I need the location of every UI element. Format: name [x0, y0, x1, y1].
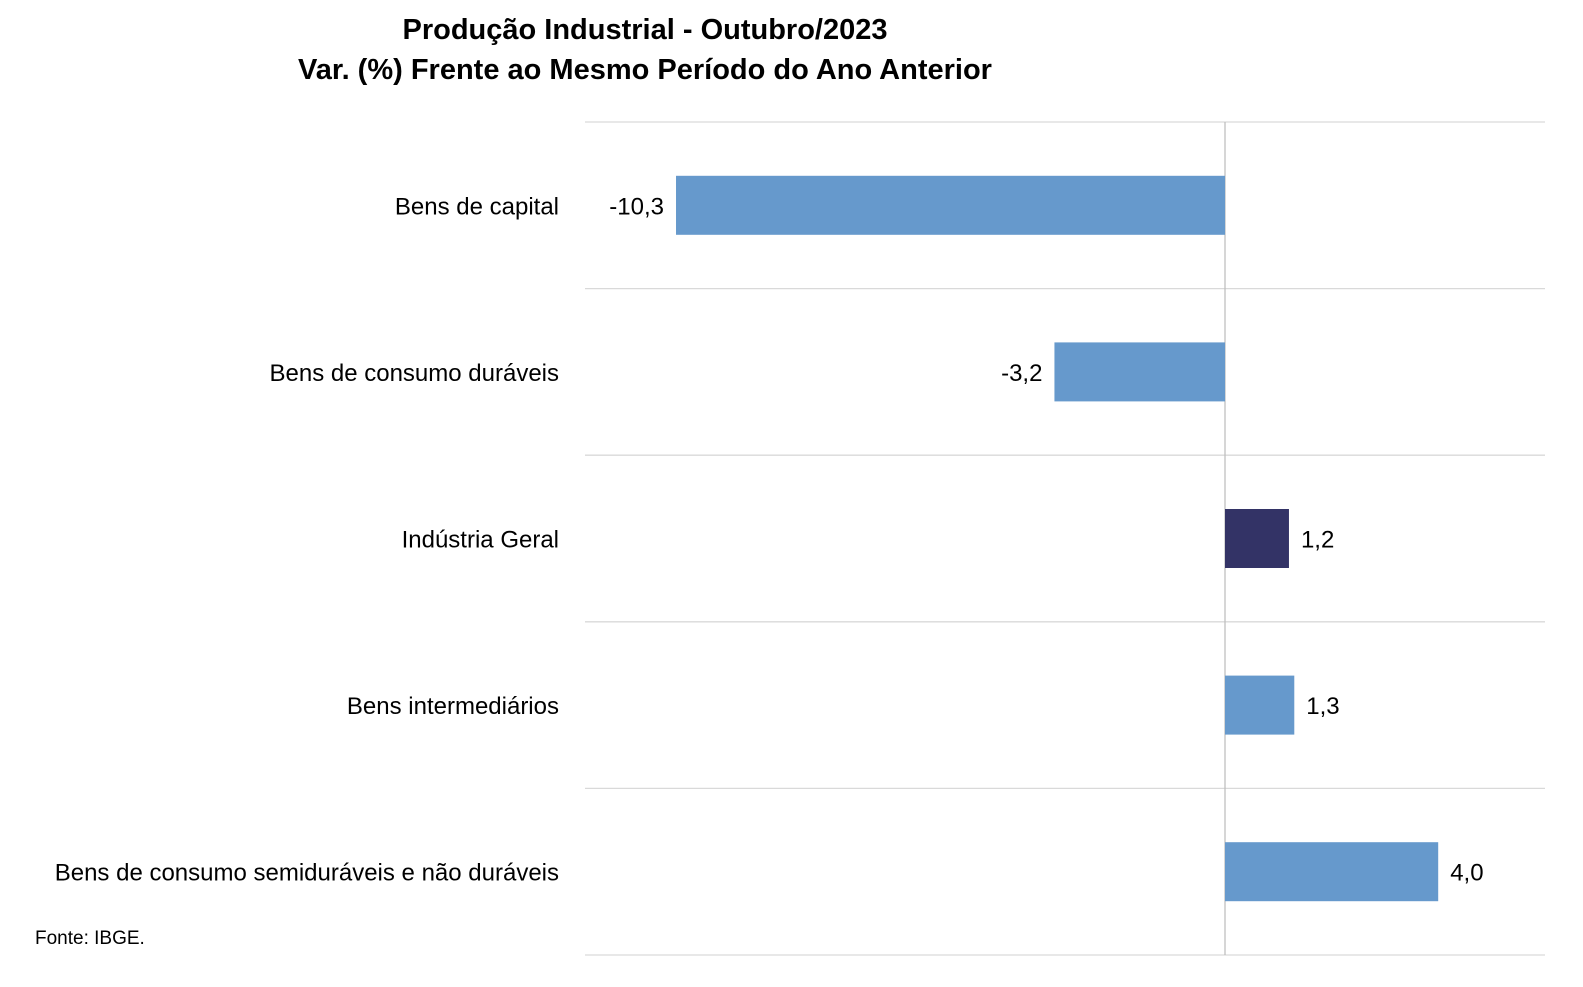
category-label: Bens de consumo duráveis	[270, 360, 560, 387]
data-label: 4,0	[1450, 860, 1483, 887]
bar	[1225, 842, 1439, 902]
source-note: Fonte: IBGE.	[35, 928, 145, 949]
bar	[1225, 509, 1289, 568]
category-label: Bens de consumo semiduráveis e não duráv…	[55, 860, 559, 887]
bar	[1054, 342, 1225, 402]
category-label: Bens de capital	[395, 193, 559, 220]
data-label: 1,2	[1301, 527, 1334, 554]
chart-title: Produção Industrial - Outubro/2023	[402, 14, 888, 46]
category-label: Indústria Geral	[402, 527, 559, 554]
data-label: 1,3	[1306, 693, 1339, 720]
category-label: Bens intermediários	[347, 693, 559, 720]
chart-subtitle: Var. (%) Frente ao Mesmo Período do Ano …	[298, 54, 992, 86]
data-label: -3,2	[1001, 360, 1042, 387]
bar	[676, 175, 1225, 235]
data-label: -10,3	[609, 193, 664, 220]
bar	[1225, 675, 1295, 735]
